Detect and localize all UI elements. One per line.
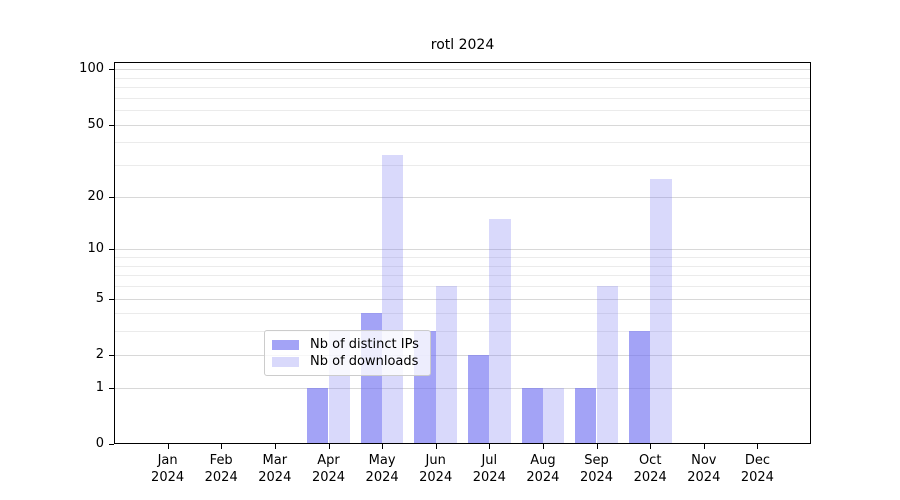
- minor-gridline: [114, 331, 811, 333]
- y-tick-label: 100: [79, 61, 104, 77]
- y-tick-label: 50: [87, 116, 104, 132]
- x-tick-mark: [596, 444, 598, 449]
- x-tick-mark: [650, 444, 652, 449]
- x-tick-label: Feb 2024: [204, 453, 238, 485]
- x-tick-mark: [542, 444, 544, 449]
- minor-gridline: [114, 165, 811, 167]
- y-tick-label: 1: [95, 379, 104, 395]
- legend-swatch: [272, 339, 299, 350]
- y-tick-mark: [109, 444, 114, 445]
- x-tick-label: Sep 2024: [579, 453, 614, 485]
- x-tick-mark: [221, 444, 223, 449]
- major-gridline: [114, 387, 811, 389]
- x-tick-label: Oct 2024: [633, 453, 667, 485]
- x-tick-label: Jun 2024: [419, 453, 453, 485]
- major-gridline: [114, 69, 811, 71]
- y-tick-mark: [109, 249, 114, 251]
- y-tick-label: 20: [87, 188, 104, 204]
- minor-gridline: [114, 97, 811, 99]
- chart-title: rotl 2024: [430, 37, 495, 53]
- major-gridline: [114, 124, 811, 126]
- x-tick-label: May 2024: [365, 453, 399, 485]
- y-tick-mark: [109, 196, 114, 198]
- x-tick-mark: [757, 444, 759, 449]
- y-tick-mark: [109, 124, 114, 126]
- bar-downloads: [382, 155, 404, 444]
- bar-distinct-ips: [575, 387, 597, 444]
- legend-label: Nb of distinct IPs: [310, 336, 419, 352]
- plot-area: [114, 62, 811, 444]
- minor-gridline: [114, 110, 811, 112]
- legend-item-distinct-ips: Nb of distinct IPs: [272, 337, 422, 353]
- bar-downloads: [489, 218, 511, 444]
- x-tick-label: Apr 2024: [311, 453, 346, 485]
- x-tick-label: Aug 2024: [526, 453, 560, 485]
- y-tick-mark: [109, 298, 114, 300]
- minor-gridline: [114, 257, 811, 258]
- minor-gridline: [114, 313, 811, 315]
- x-tick-mark: [435, 444, 437, 449]
- x-tick-label: Nov 2024: [687, 453, 721, 485]
- y-tick-label: 0: [95, 436, 104, 451]
- y-tick-mark: [109, 387, 114, 389]
- x-tick-label: Jul 2024: [472, 453, 506, 485]
- minor-gridline: [114, 77, 811, 79]
- legend-swatch: [272, 356, 299, 367]
- minor-gridline: [114, 87, 811, 89]
- y-tick-mark: [109, 354, 114, 356]
- major-gridline: [114, 249, 811, 251]
- x-tick-label: Jan 2024: [151, 453, 185, 485]
- bar-downloads: [650, 179, 672, 444]
- x-tick-label: Dec 2024: [740, 453, 774, 485]
- x-tick-mark: [382, 444, 384, 449]
- y-tick-mark: [109, 69, 114, 71]
- minor-gridline: [114, 265, 811, 267]
- y-tick-label: 5: [95, 290, 104, 306]
- major-gridline: [114, 196, 811, 198]
- x-tick-mark: [703, 444, 705, 449]
- bar-downloads: [542, 387, 565, 444]
- bar-downloads: [596, 286, 618, 444]
- major-gridline: [114, 354, 811, 356]
- x-tick-label: Mar 2024: [258, 453, 292, 485]
- bar-downloads: [435, 286, 458, 444]
- y-tick-label: 2: [95, 346, 104, 362]
- minor-gridline: [114, 286, 811, 287]
- x-tick-mark: [489, 444, 491, 449]
- y-tick-label: 10: [87, 241, 104, 257]
- legend-item-downloads: Nb of downloads: [272, 354, 422, 370]
- minor-gridline: [114, 142, 811, 144]
- x-tick-mark: [328, 444, 330, 449]
- x-tick-mark: [167, 444, 169, 449]
- bar-distinct-ips: [467, 354, 490, 444]
- major-gridline: [114, 298, 811, 300]
- x-tick-mark: [274, 444, 276, 449]
- legend: Nb of distinct IPs Nb of downloads: [264, 330, 431, 376]
- bar-distinct-ips: [628, 331, 651, 444]
- bar-distinct-ips: [307, 387, 329, 444]
- legend-label: Nb of downloads: [310, 353, 419, 369]
- bar-distinct-ips: [521, 387, 543, 444]
- minor-gridline: [114, 275, 811, 277]
